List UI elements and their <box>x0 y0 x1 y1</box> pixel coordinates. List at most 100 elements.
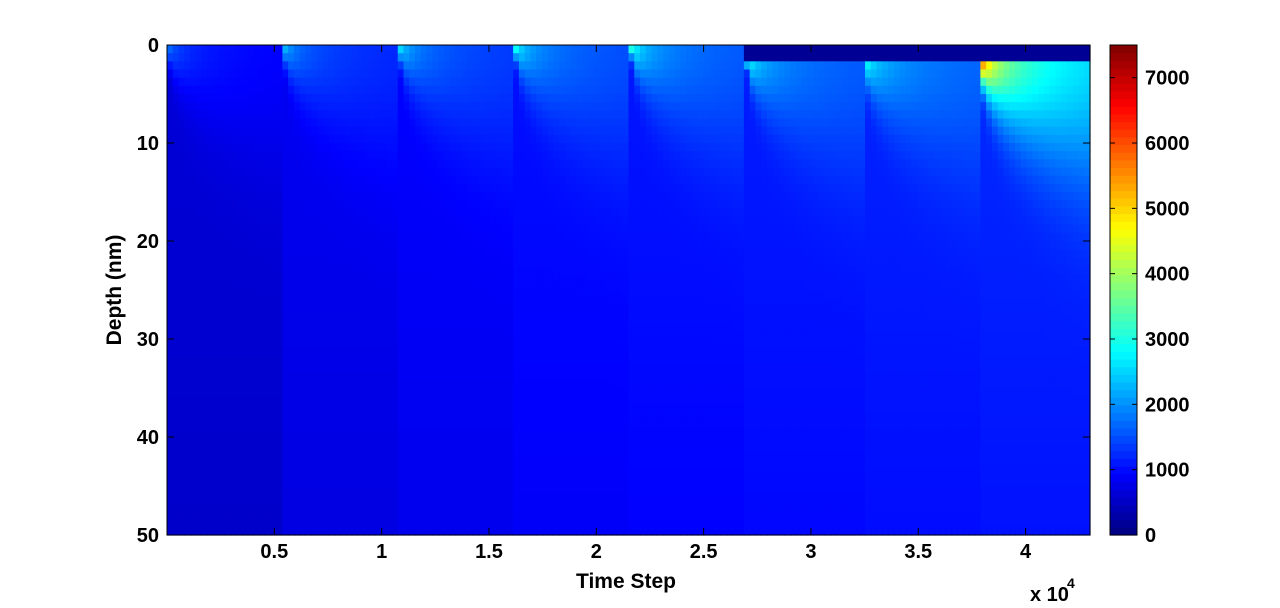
heatmap-cell <box>622 371 630 381</box>
heatmap-cell <box>259 339 266 348</box>
heatmap-cell <box>484 249 491 258</box>
heatmap-cell <box>466 461 474 471</box>
heatmap-cell <box>536 151 543 160</box>
heatmap-cell <box>241 298 249 307</box>
heatmap-cell <box>507 396 514 405</box>
heatmap-cell <box>345 518 353 528</box>
heatmap-cell <box>628 45 635 54</box>
heatmap-cell <box>374 469 382 479</box>
heatmap-cell <box>247 290 255 299</box>
heatmap-cell <box>501 420 508 430</box>
heatmap-cell <box>478 143 485 152</box>
heatmap-cell <box>501 404 508 414</box>
heatmap-cell <box>478 437 485 446</box>
heatmap-cell <box>190 118 197 128</box>
heatmap-cell <box>478 224 485 234</box>
heatmap-cell <box>501 502 508 512</box>
heatmap-cell <box>530 192 537 201</box>
heatmap-cell <box>593 347 601 356</box>
heatmap-cell <box>345 445 353 454</box>
heatmap-cell <box>253 314 260 324</box>
heatmap-cell <box>195 371 203 381</box>
heatmap-cell <box>616 453 624 463</box>
heatmap-cell <box>611 45 618 54</box>
heatmap-cell <box>443 322 451 332</box>
heatmap-cell <box>345 200 353 209</box>
heatmap-cell <box>432 339 439 348</box>
heatmap-cell <box>553 167 560 177</box>
heatmap-cell <box>276 347 283 356</box>
heatmap-cell <box>334 371 341 381</box>
heatmap-cell <box>265 126 272 136</box>
heatmap-cell <box>322 428 330 438</box>
heatmap-cell <box>455 118 462 128</box>
heatmap-cell <box>513 61 520 71</box>
heatmap-cell <box>282 143 289 152</box>
heatmap-cell <box>172 69 180 79</box>
heatmap-cell <box>466 437 474 446</box>
heatmap-cell <box>345 388 353 397</box>
heatmap-cell <box>478 249 485 258</box>
heatmap-cell <box>259 502 266 512</box>
heatmap-cell <box>576 486 583 495</box>
heatmap-cell <box>167 437 174 446</box>
heatmap-cell <box>628 224 635 234</box>
heatmap-cell <box>438 502 445 512</box>
heatmap-cell <box>420 126 428 136</box>
heatmap-cell <box>432 94 439 103</box>
heatmap-cell <box>415 134 422 144</box>
heatmap-cell <box>403 45 410 54</box>
heatmap-cell <box>472 412 480 422</box>
heatmap-cell <box>478 94 485 103</box>
heatmap-cell <box>241 526 249 536</box>
heatmap-cell <box>536 502 543 512</box>
heatmap-cell <box>334 388 341 397</box>
heatmap-cell <box>432 232 439 242</box>
heatmap-cell <box>466 477 474 487</box>
heatmap-cell <box>432 151 439 160</box>
heatmap-cell <box>293 339 301 348</box>
heatmap-cell <box>213 175 220 185</box>
heatmap-cell <box>167 494 174 503</box>
heatmap-cell <box>207 371 214 381</box>
heatmap-cell <box>484 494 491 503</box>
heatmap-cell <box>276 355 283 365</box>
heatmap-cell <box>426 134 433 144</box>
heatmap-cell <box>345 355 353 365</box>
heatmap-cell <box>605 159 612 169</box>
heatmap-cell <box>207 477 214 487</box>
heatmap-cell <box>363 200 370 209</box>
heatmap-cell <box>426 232 433 242</box>
heatmap-cell <box>236 126 243 136</box>
heatmap-cell <box>484 224 491 234</box>
heatmap-cell <box>190 404 197 414</box>
heatmap-cell <box>484 102 491 111</box>
heatmap-cell <box>495 404 503 414</box>
heatmap-cell <box>478 388 485 397</box>
heatmap-cell <box>322 159 330 169</box>
heatmap-cell <box>241 453 249 463</box>
heatmap-cell <box>213 322 220 332</box>
heatmap-cell <box>513 45 520 54</box>
heatmap-cell <box>380 420 387 430</box>
heatmap-cell <box>611 437 618 446</box>
heatmap-cell <box>241 388 249 397</box>
heatmap-cell <box>253 445 260 454</box>
heatmap-cell <box>524 241 532 250</box>
heatmap-cell <box>530 494 537 503</box>
heatmap-cell <box>599 126 607 136</box>
heatmap-cell <box>611 118 618 128</box>
heatmap-cell <box>282 330 289 340</box>
heatmap-cell <box>461 265 468 275</box>
heatmap-cell <box>593 85 601 95</box>
heatmap-cell <box>449 200 457 209</box>
heatmap-cell <box>224 94 232 103</box>
heatmap-cell <box>397 298 405 307</box>
heatmap-cell <box>513 330 520 340</box>
heatmap-cell <box>443 53 451 62</box>
heatmap-cell <box>322 445 330 454</box>
heatmap-cell <box>374 126 382 136</box>
heatmap-cell <box>640 257 647 267</box>
heatmap-cell <box>184 167 191 177</box>
heatmap-cell <box>282 322 289 332</box>
